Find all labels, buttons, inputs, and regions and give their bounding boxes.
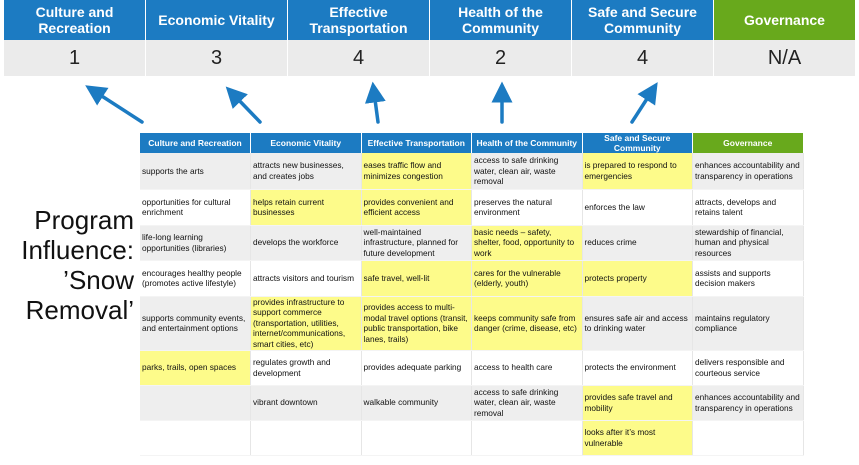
table-cell: enhances accountability and transparency… [692,385,804,421]
table-cell [361,420,472,456]
table-cell: enhances accountability and transparency… [692,153,804,190]
arrow-culture [85,85,144,124]
table-cell: access to health care [471,350,583,386]
arrows [85,81,658,124]
table-cell: enforces the law [582,189,693,226]
arrow-transport [364,81,386,124]
summary-value: N/A [714,40,856,76]
table-cell [471,420,583,456]
table-cell: protects property [582,260,693,297]
table-cell: supports community events, and entertain… [140,296,251,351]
summary-value: 4 [288,40,430,76]
table-header: Safe and Secure Community [582,133,693,153]
table-cell: life-long learning opportunities (librar… [140,225,251,261]
arrow-economic [225,86,262,124]
table-cell [250,420,362,456]
table-row: supports community events, and entertain… [140,296,804,351]
label-line: Removal’ [25,295,134,325]
table-cell: parks, trails, open spaces [140,350,251,386]
summary-header: Safe and Secure Community [572,0,714,40]
table-header: Governance [692,133,804,153]
table-cell [692,420,804,456]
table-header: Health of the Community [471,133,583,153]
table-cell: attracts new businesses, and creates job… [250,153,362,190]
table-cell: protects the environment [582,350,693,386]
table-row: supports the arts attracts new businesses… [140,153,804,190]
table-cell: provides infrastructure to support comme… [250,296,362,351]
table-cell: is prepared to respond to emergencies [582,153,693,190]
label-line: Program [34,205,134,235]
table-row: vibrant downtown walkable community access… [140,385,804,421]
summary-header: Culture and Recreation [4,0,146,40]
table-cell: access to safe drinking water, clean air… [471,385,583,421]
table-header: Economic Vitality [250,133,362,153]
table-cell: supports the arts [140,153,251,190]
table-cell: well-maintained infrastructure, planned … [361,225,472,261]
table-row: opportunities for cultural enrichment hel… [140,189,804,226]
table-cell: assists and supports decision makers [692,260,804,297]
summary-header: Health of the Community [430,0,572,40]
table-cell: looks after it’s most vulnerable [582,420,693,456]
table-row: parks, trails, open spaces regulates grow… [140,350,804,386]
summary-header: Effective Transportation [288,0,430,40]
table-row: looks after it’s most vulnerable [140,420,804,456]
table-cell: delivers responsible and courteous servi… [692,350,804,386]
table-cell: attracts visitors and tourism [250,260,362,297]
table-header: Culture and Recreation [140,133,251,153]
table-cell: reduces crime [582,225,693,261]
table-row: life-long learning opportunities (librar… [140,225,804,261]
table-cell: provides adequate parking [361,350,472,386]
table-cell: safe travel, well-lit [361,260,472,297]
table-header: Effective Transportation [361,133,472,153]
table-cell: preserves the natural environment [471,189,583,226]
table-cell: helps retain current businesses [250,189,362,226]
summary-value: 4 [572,40,714,76]
table-cell: access to safe drinking water, clean air… [471,153,583,190]
table-cell: basic needs – safety, shelter, food, opp… [471,225,583,261]
table-cell: vibrant downtown [250,385,362,421]
summary-value: 1 [4,40,146,76]
summary-header: Economic Vitality [146,0,288,40]
table-cell: provides convenient and efficient access [361,189,472,226]
table-cell: stewardship of financial, human and phys… [692,225,804,261]
table-cell: regulates growth and development [250,350,362,386]
table-cell: maintains regulatory compliance [692,296,804,351]
influence-table: Culture and Recreation Economic Vitality E… [140,133,804,456]
label-line: ’Snow [63,265,134,295]
table-cell: provides safe travel and mobility [582,385,693,421]
table-row: encourages healthy people (promotes acti… [140,260,804,297]
table-cell: keeps community safe from danger (crime,… [471,296,583,351]
table-cell [140,420,251,456]
table-cell: provides access to multi-modal travel op… [361,296,472,351]
summary-grid: Culture and Recreation Economic Vitality E… [4,0,856,76]
table-cell: cares for the vulnerable (elderly, youth… [471,260,583,297]
summary-header: Governance [714,0,856,40]
table-cell: ensures safe air and access to drinking … [582,296,693,351]
program-influence-label: Program Influence: ’Snow Removal’ [0,205,134,325]
table-cell [140,385,251,421]
table-cell: attracts, develops and retains talent [692,189,804,226]
table-cell: develops the workforce [250,225,362,261]
table-cell: encourages healthy people (promotes acti… [140,260,251,297]
arrow-safe [630,82,658,124]
table-cell: eases traffic flow and minimizes congest… [361,153,472,190]
label-line: Influence: [21,235,134,265]
table-cell: opportunities for cultural enrichment [140,189,251,226]
summary-value: 3 [146,40,288,76]
table-cell: walkable community [361,385,472,421]
summary-value: 2 [430,40,572,76]
